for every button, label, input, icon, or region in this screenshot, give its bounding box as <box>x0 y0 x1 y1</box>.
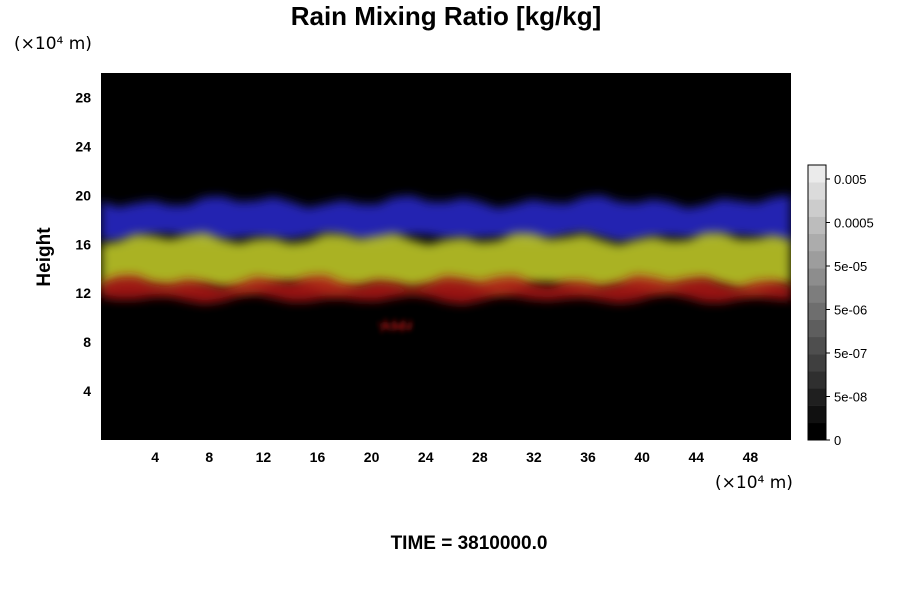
x-tick-label: 32 <box>526 449 542 465</box>
colorbar-frame <box>807 164 827 441</box>
y-tick-label: 24 <box>75 138 91 154</box>
colorbar-tick-label: 0 <box>834 433 841 448</box>
colorbar-level <box>808 354 826 372</box>
colorbar <box>807 164 827 441</box>
y-tick-label: 8 <box>83 334 91 350</box>
rain-layer <box>101 275 791 305</box>
colorbar-level <box>808 165 826 183</box>
colorbar-tick-label: 5e-08 <box>834 390 867 405</box>
colorbar-level <box>808 285 826 303</box>
rain-layer <box>101 232 791 292</box>
colorbar-ticks: 0.005 0.0005 5e-05 5e-06 5e-07 5e-08 0 <box>826 172 874 448</box>
x-tick-label: 12 <box>256 449 272 465</box>
y-axis-label: Height <box>34 227 55 287</box>
colorbar-tick-label: 5e-06 <box>834 303 867 318</box>
x-tick-label: 44 <box>689 449 705 465</box>
colorbar-tick-label: 0.0005 <box>834 216 874 231</box>
colorbar-tick-label: 5e-07 <box>834 346 867 361</box>
y-tick-label: 20 <box>75 187 91 203</box>
y-tick-label: 28 <box>75 89 91 105</box>
rain-layers <box>101 195 791 334</box>
colorbar-tick-label: 5e-05 <box>834 259 867 274</box>
x-ticks: 4 8 12 16 20 24 28 32 36 40 44 48 <box>151 449 758 465</box>
x-tick-label: 8 <box>205 449 213 465</box>
colorbar-level <box>808 336 826 355</box>
chart-title: Rain Mixing Ratio [kg/kg] <box>291 1 602 31</box>
colorbar-level <box>808 405 826 424</box>
colorbar-level <box>808 302 826 320</box>
colorbar-level <box>808 268 826 286</box>
colorbar-level <box>808 216 826 235</box>
x-tick-label: 24 <box>418 449 434 465</box>
colorbar-tick-label: 0.005 <box>834 172 867 187</box>
x-tick-label: 36 <box>580 449 596 465</box>
colorbar-level <box>808 182 826 200</box>
y-axis-unit: (×10⁴ m) <box>14 34 92 54</box>
colorbar-level <box>808 371 826 389</box>
colorbar-level <box>808 233 826 252</box>
colorbar-level <box>808 388 826 406</box>
time-label: TIME = 3810000.0 <box>391 533 548 554</box>
colorbar-level <box>808 250 826 269</box>
rain-layer <box>378 317 413 334</box>
x-tick-label: 16 <box>310 449 326 465</box>
colorbar-level <box>808 319 826 338</box>
x-tick-label: 4 <box>151 449 159 465</box>
rain-layer <box>101 195 791 243</box>
x-tick-label: 28 <box>472 449 488 465</box>
x-tick-label: 48 <box>743 449 759 465</box>
x-tick-label: 20 <box>364 449 380 465</box>
x-tick-label: 40 <box>634 449 650 465</box>
x-axis-unit: (×10⁴ m) <box>715 473 793 493</box>
y-tick-label: 16 <box>75 236 91 252</box>
y-tick-label: 12 <box>75 285 91 301</box>
colorbar-level <box>808 199 826 217</box>
colorbar-level <box>808 422 826 441</box>
y-ticks: 4 8 12 16 20 24 28 <box>75 89 91 399</box>
y-tick-label: 4 <box>83 383 91 399</box>
